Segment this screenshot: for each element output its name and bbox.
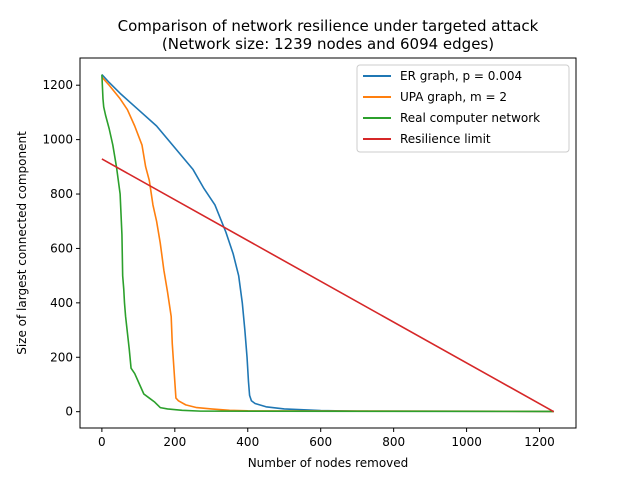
series-line-0 bbox=[101, 74, 554, 413]
x-tick-label-5: 1000 bbox=[451, 435, 482, 449]
x-axis-label: Number of nodes removed bbox=[248, 456, 409, 470]
y-tick-label-0: 0 bbox=[65, 405, 73, 419]
series-line-1 bbox=[101, 76, 554, 413]
y-tick-label-5: 1000 bbox=[42, 133, 73, 147]
x-axis-ticks: 0 200 400 600 800 1000 1200 bbox=[98, 428, 555, 449]
y-tick-label-4: 800 bbox=[50, 187, 73, 201]
x-tick-label-1: 200 bbox=[163, 435, 186, 449]
chart-subtitle: (Network size: 1239 nodes and 6094 edges… bbox=[162, 35, 494, 53]
legend-entry-3: Resilience limit bbox=[400, 132, 491, 146]
legend-entry-2: Real computer network bbox=[400, 111, 540, 125]
y-tick-label-1: 200 bbox=[50, 350, 73, 364]
series-line-2 bbox=[101, 74, 554, 413]
y-tick-label-3: 600 bbox=[50, 241, 73, 255]
plot-lines bbox=[101, 74, 555, 413]
x-tick-label-2: 400 bbox=[236, 435, 259, 449]
y-axis-ticks: 0 200 400 600 800 1000 1200 bbox=[42, 78, 80, 419]
y-tick-label-6: 1200 bbox=[42, 78, 73, 92]
x-tick-label-6: 1200 bbox=[524, 435, 555, 449]
y-tick-label-2: 400 bbox=[50, 296, 73, 310]
series-line-3 bbox=[101, 158, 555, 413]
legend-entry-1: UPA graph, m = 2 bbox=[400, 90, 507, 104]
legend-entry-0: ER graph, p = 0.004 bbox=[400, 69, 522, 83]
y-axis-label: Size of largest connected component bbox=[15, 131, 29, 355]
legend-box bbox=[356, 64, 570, 153]
x-tick-label-3: 600 bbox=[309, 435, 332, 449]
plot-frame bbox=[79, 57, 577, 429]
chart-title: Comparison of network resilience under t… bbox=[118, 17, 539, 35]
x-tick-label-0: 0 bbox=[98, 435, 106, 449]
legend: ER graph, p = 0.004 UPA graph, m = 2 Real … bbox=[356, 64, 570, 153]
x-tick-label-4: 800 bbox=[382, 435, 405, 449]
